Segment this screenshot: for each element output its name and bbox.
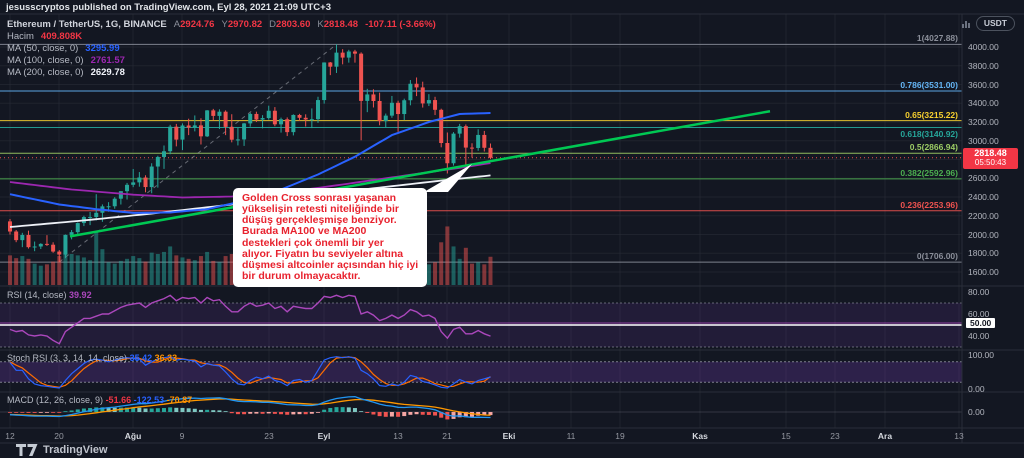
volume-label: Hacim	[7, 31, 34, 42]
ma100-label: MA (100, close, 0)	[7, 55, 84, 66]
time-axis-label: 13	[393, 431, 403, 441]
fib-level-label[interactable]: 1(4027.88)	[916, 33, 958, 44]
time-axis-label: 21	[442, 431, 452, 441]
ma50-legend[interactable]: MA (50, close, 0) 3295.99	[7, 43, 120, 54]
time-axis-label: 20	[54, 431, 64, 441]
ma50-value: 3295.99	[85, 43, 120, 54]
annotation-text-line: düşmesi altcoinler açısından hiç iyi	[242, 258, 419, 271]
volume-legend[interactable]: Hacim 409.808K	[7, 31, 82, 42]
price-scale-tick: 2000.00	[968, 229, 999, 240]
chart-bars-icon	[962, 20, 970, 28]
annotation-text-line: yükselişin retesti niteliğinde bir	[242, 203, 399, 216]
time-axis-label: Eki	[502, 431, 516, 441]
time-axis-label: 23	[264, 431, 274, 441]
ma200-label: MA (200, close, 0)	[7, 67, 84, 78]
ma100-legend[interactable]: MA (100, close, 0) 2761.57	[7, 55, 125, 66]
rsi-legend[interactable]: RSI (14, close) 39.92	[7, 290, 92, 300]
stoch-scale-tick: 0.00	[968, 384, 985, 394]
annotation-text-line: Burada MA100 ve MA200	[242, 225, 367, 238]
close-value: 2818.48	[323, 19, 359, 30]
time-axis-label: Kas	[692, 431, 708, 441]
tradingview-logo-text: TradingView	[43, 444, 108, 456]
time-axis-label: 12	[5, 431, 15, 441]
ma200-legend[interactable]: MA (200, close, 0) 2629.78	[7, 67, 125, 78]
macd-line-value: -122.53	[133, 395, 165, 405]
price-scale-tick: 3000.00	[968, 135, 999, 146]
rsi-midline-label: 50.00	[966, 318, 996, 328]
macd-signal-value: -70.87	[166, 395, 193, 405]
rsi-scale-tick: 80.00	[968, 287, 990, 297]
fib-level-label[interactable]: 0(1706.00)	[916, 251, 958, 262]
fib-level-label[interactable]: 0.382(2592.96)	[900, 167, 958, 178]
price-scale-tick: 3200.00	[968, 117, 999, 127]
macd-scale-tick: 0.00	[968, 407, 985, 417]
price-scale-tick: 2400.00	[968, 192, 999, 202]
low-label: D	[269, 19, 277, 30]
rsi-scale-tick: 40.00	[968, 331, 990, 341]
time-axis-label: 19	[615, 431, 625, 441]
annotation-text-line: düşüş gerçekleşmişe benziyor.	[242, 214, 397, 227]
annotation-text-line: alıyor. Fiyatın bu seviyeler altına	[242, 247, 404, 260]
usdt-button[interactable]: USDT	[975, 16, 1015, 31]
annotation-text-line: bir durum olmayacaktır.	[242, 269, 361, 282]
time-axis-label: 11	[566, 431, 576, 441]
stoch-k-value: 35.42	[129, 353, 153, 363]
high-label: Y	[221, 19, 228, 30]
tradingview-logo[interactable]: TradingView	[16, 444, 108, 456]
time-axis-label: 23	[830, 431, 840, 441]
tradingview-logo-icon	[16, 444, 38, 456]
change-value: -107.11 (-3.66%)	[365, 19, 436, 30]
time-axis-label: Ara	[877, 431, 893, 441]
fib-level-label[interactable]: 0.5(2866.94)	[909, 142, 958, 153]
volume-value: 409.808K	[40, 31, 83, 42]
close-label: K	[317, 19, 324, 30]
stoch-scale-tick: 100.00	[968, 350, 994, 360]
price-scale-tick: 2200.00	[968, 210, 999, 221]
rsi-scale-tick: 60.00	[968, 309, 990, 319]
ma200-value: 2629.78	[90, 67, 125, 78]
price-scale-tick: 3600.00	[968, 79, 999, 90]
fib-level-label[interactable]: 0.618(3140.92)	[900, 128, 958, 139]
fib-level-label[interactable]: 0.65(3215.22)	[905, 109, 958, 120]
symbol-legend[interactable]: Ethereum / TetherUS, 1G, BINANCE A2924.76…	[7, 19, 436, 30]
price-scale-tick: 3800.00	[968, 60, 999, 71]
publish-header: jesusscryptos published on TradingView.c…	[6, 2, 331, 13]
stoch-d-value: 36.33	[154, 353, 178, 363]
annotation-text-line: destekleri çok önemli bir yer	[242, 236, 384, 249]
time-axis-label: 13	[954, 431, 964, 441]
price-scale-tick: 4000.00	[968, 42, 999, 52]
macd-legend[interactable]: MACD (12, 26, close, 9) -51.66 -122.53 -…	[7, 395, 192, 405]
annotation-callout[interactable]: Golden Cross sonrası yaşanan yükselişin …	[233, 188, 428, 287]
bar-countdown: 05:50:43	[974, 157, 1007, 167]
ma50-label: MA (50, close, 0)	[7, 43, 79, 54]
open-label: A	[173, 19, 181, 30]
last-price-value: 2818.48	[974, 148, 1007, 158]
time-axis-label: Eyl	[317, 431, 331, 441]
ma100-value: 2761.57	[90, 55, 125, 66]
time-axis-label: 9	[179, 431, 185, 441]
annotation-text-line: Golden Cross sonrası yaşanan	[242, 192, 397, 204]
time-axis-label: 15	[781, 431, 791, 441]
macd-hist-value: -51.66	[105, 395, 132, 405]
fib-level-label[interactable]: 0.786(3531.00)	[900, 79, 958, 90]
time-axis-label: Ağu	[124, 431, 142, 441]
stoch-rsi-legend[interactable]: Stoch RSI (3, 3, 14, 14, close) 35.42 36…	[7, 353, 177, 363]
high-value: 2970.82	[227, 19, 263, 30]
low-value: 2803.60	[276, 19, 311, 30]
price-scale-tick: 1800.00	[968, 248, 999, 259]
open-value: 2924.76	[180, 19, 215, 30]
fib-level-label[interactable]: 0.236(2253.96)	[900, 199, 958, 210]
rsi-params: RSI (14, close)	[7, 290, 67, 300]
symbol-title: Ethereum / TetherUS, 1G, BINANCE	[7, 19, 167, 30]
last-price-label: 2818.48 05:50:43	[963, 148, 1018, 169]
stoch-params: Stoch RSI (3, 3, 14, 14, close)	[7, 353, 128, 363]
price-scale-tick: 2600.00	[968, 173, 999, 184]
rsi-value: 39.92	[69, 290, 92, 300]
price-scale-tick: 3400.00	[968, 98, 999, 109]
price-scale-tick: 1600.00	[968, 267, 999, 277]
macd-params: MACD (12, 26, close, 9)	[7, 395, 104, 405]
